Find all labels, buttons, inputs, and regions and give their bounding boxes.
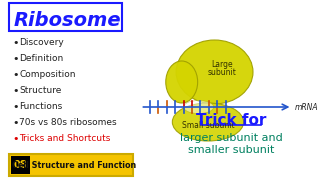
- Text: Tricks and Shortcuts: Tricks and Shortcuts: [20, 134, 111, 143]
- Text: Small subunit: Small subunit: [182, 122, 234, 130]
- Text: larger subunit and: larger subunit and: [180, 133, 283, 143]
- FancyBboxPatch shape: [9, 3, 122, 31]
- Text: Ribosome: Ribosome: [14, 10, 122, 30]
- Ellipse shape: [184, 100, 213, 114]
- Text: subunit: subunit: [208, 68, 236, 76]
- Text: 70s vs 80s ribosomes: 70s vs 80s ribosomes: [20, 118, 117, 127]
- FancyBboxPatch shape: [11, 156, 30, 174]
- Text: Trick for: Trick for: [196, 112, 267, 127]
- Text: Functions: Functions: [20, 102, 63, 111]
- Text: •: •: [12, 134, 19, 144]
- Text: •: •: [12, 86, 19, 96]
- Text: mRNA: mRNA: [294, 102, 318, 111]
- Text: Structure: Structure: [20, 86, 62, 95]
- Text: •: •: [12, 38, 19, 48]
- Text: Discovery: Discovery: [20, 38, 64, 47]
- Ellipse shape: [176, 40, 253, 104]
- Ellipse shape: [166, 61, 198, 103]
- Text: Composition: Composition: [20, 70, 76, 79]
- Ellipse shape: [172, 103, 244, 141]
- FancyBboxPatch shape: [9, 154, 133, 176]
- Text: •: •: [12, 54, 19, 64]
- Text: •: •: [12, 70, 19, 80]
- Text: •: •: [12, 118, 19, 128]
- Text: 08: 08: [13, 160, 27, 170]
- Text: Definition: Definition: [20, 54, 64, 63]
- Text: •: •: [12, 102, 19, 112]
- Text: Cell Structure and Function: Cell Structure and Function: [12, 161, 136, 170]
- Text: Large: Large: [211, 60, 233, 69]
- Text: smaller subunit: smaller subunit: [188, 145, 275, 155]
